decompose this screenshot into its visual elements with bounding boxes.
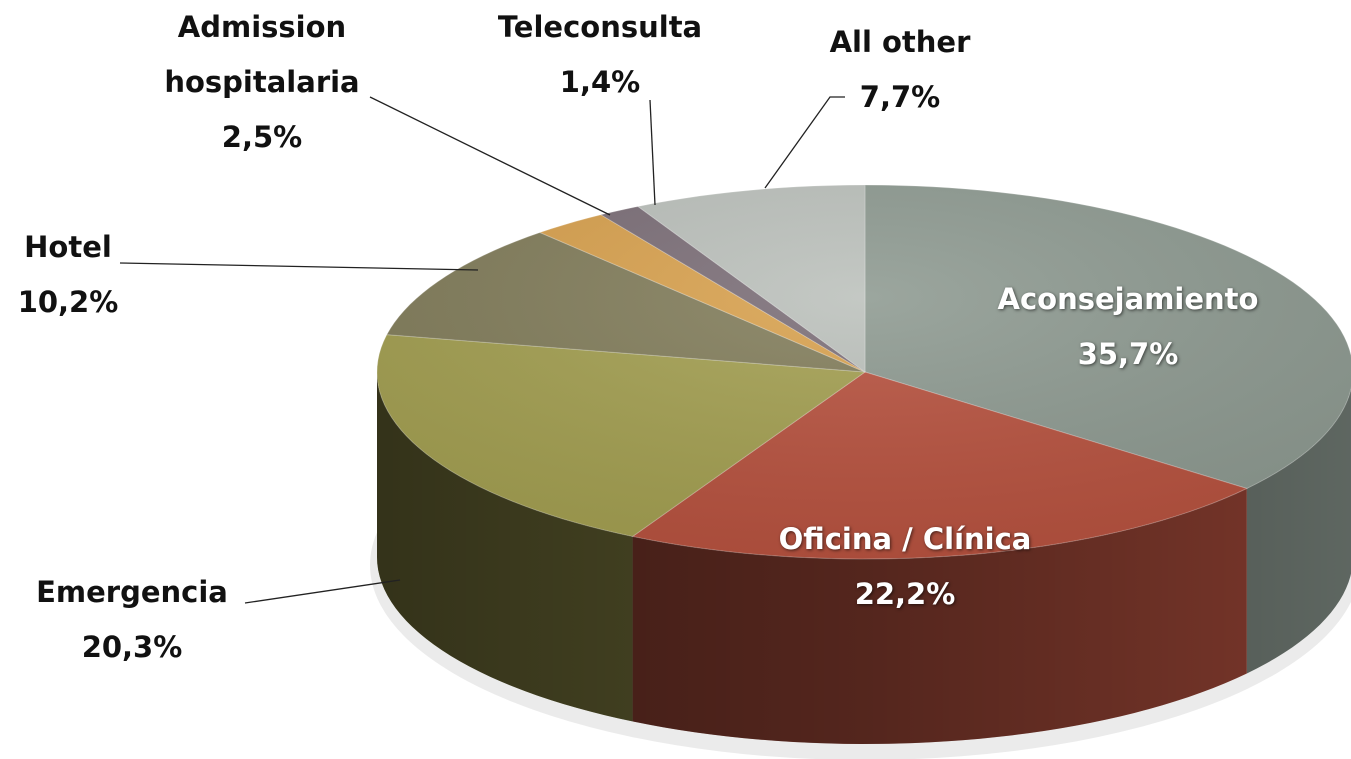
value-label: 22,2% — [854, 577, 956, 611]
leader-line — [764, 96, 845, 189]
leader-line — [244, 579, 401, 604]
slice-label: Aconsejamiento — [997, 282, 1259, 316]
value-label: 1,4% — [559, 65, 641, 99]
gloss — [377, 185, 1351, 559]
leader-line — [119, 262, 479, 271]
leader-line — [369, 96, 611, 216]
slice-label: Emergencia — [36, 575, 228, 609]
leader-line — [649, 99, 656, 206]
value-label: 7,7% — [859, 80, 941, 114]
slice-label: All other — [829, 25, 971, 59]
slice-label: Admission hospitalaria — [164, 10, 360, 99]
value-label: 35,7% — [1077, 337, 1179, 371]
slice-label: Hotel — [24, 230, 112, 264]
side-shade — [377, 372, 1351, 744]
value-label: 20,3% — [81, 630, 183, 664]
value-label: 10,2% — [17, 285, 119, 319]
slice-label: Oficina / Clínica — [778, 522, 1032, 556]
slice-label: Teleconsulta — [497, 10, 703, 44]
value-label: 2,5% — [221, 120, 303, 154]
